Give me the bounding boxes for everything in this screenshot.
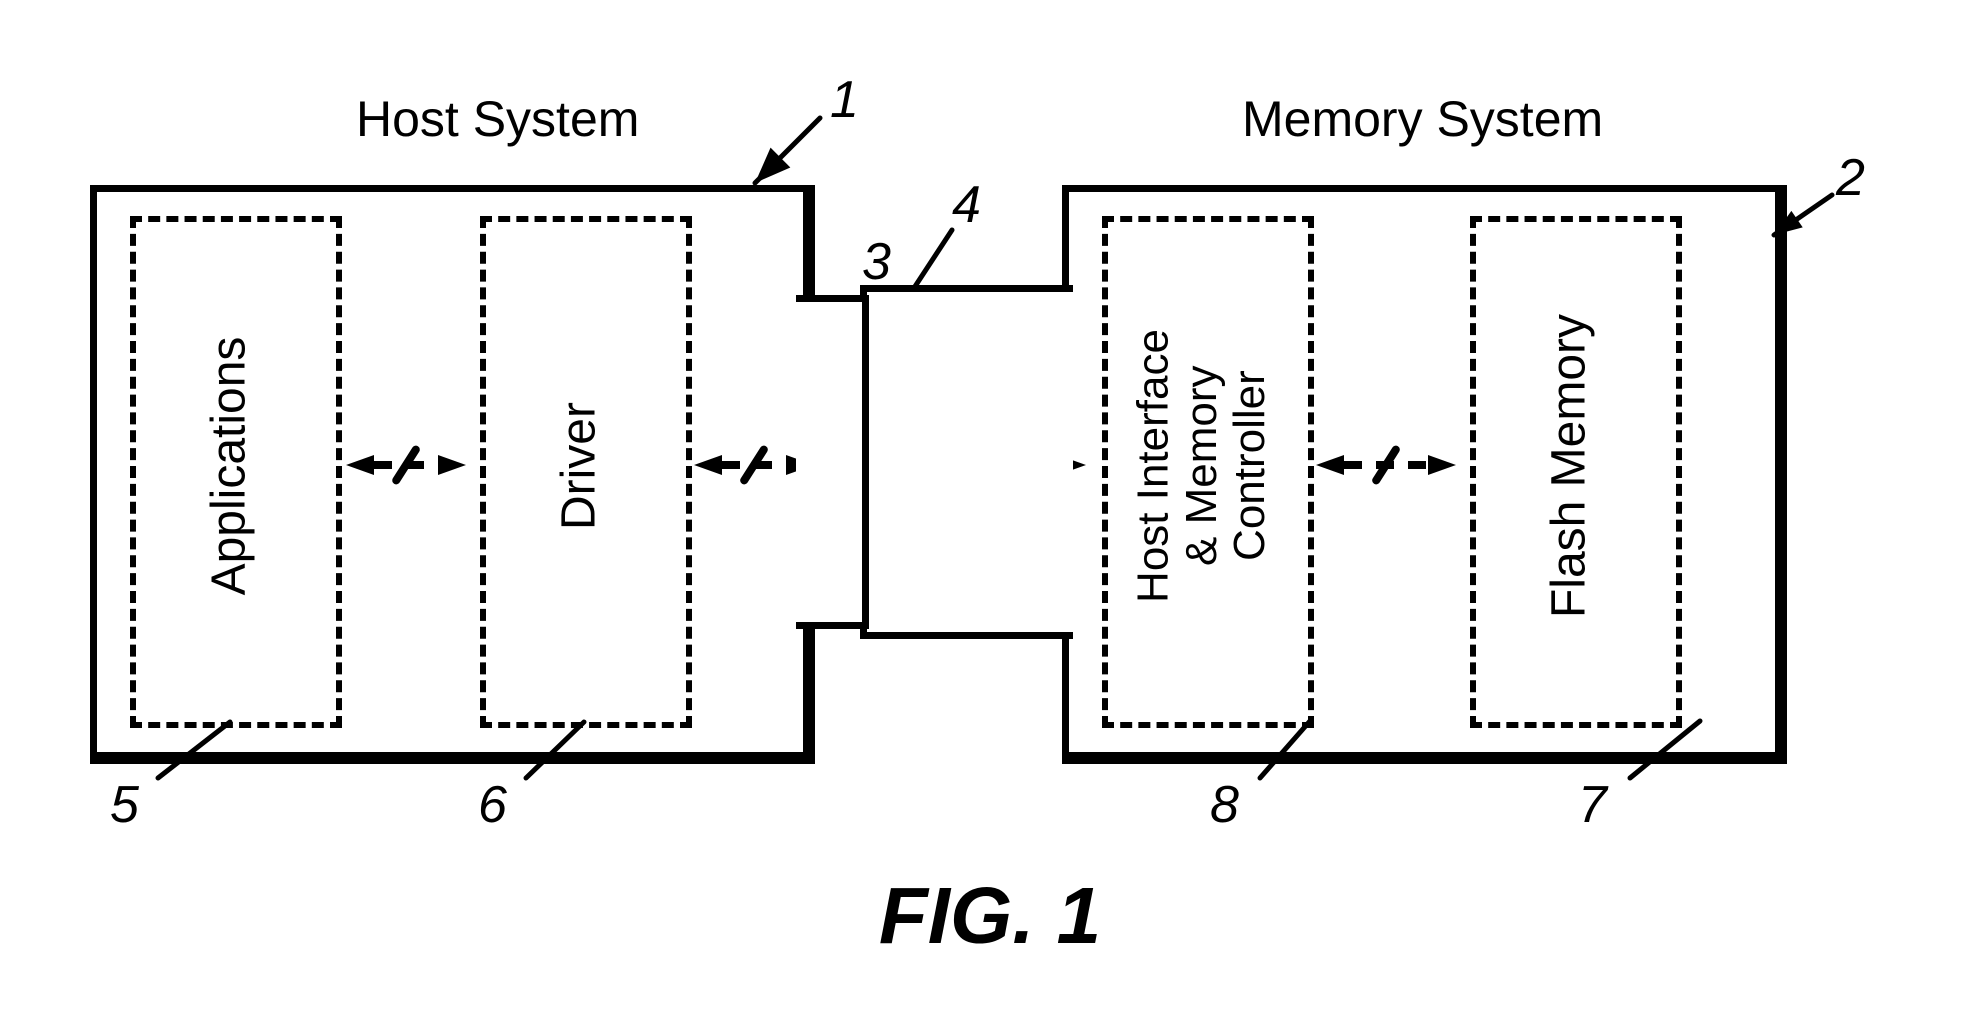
- memory-system-title: Memory System: [1242, 90, 1603, 148]
- ref-4: 4: [952, 175, 981, 235]
- figure-canvas: Host System Memory System Applications D…: [0, 0, 1980, 1029]
- host-system-title: Host System: [356, 90, 639, 148]
- connector-left: [796, 295, 869, 629]
- ref-5: 5: [110, 775, 139, 835]
- ref-1: 1: [830, 70, 859, 130]
- ref-6: 6: [478, 775, 507, 835]
- ref-2: 2: [1836, 148, 1865, 208]
- ref-7: 7: [1578, 775, 1607, 835]
- flash-label: Flash Memory: [1544, 314, 1597, 618]
- figure-caption: FIG. 1: [879, 870, 1101, 962]
- ref-8: 8: [1210, 775, 1239, 835]
- connector-right: [860, 285, 1073, 639]
- driver-label: Driver: [554, 402, 607, 530]
- controller-label: Host Interface & Memory Controller: [1129, 329, 1274, 603]
- ref-3: 3: [862, 232, 891, 292]
- applications-label: Applications: [204, 337, 257, 596]
